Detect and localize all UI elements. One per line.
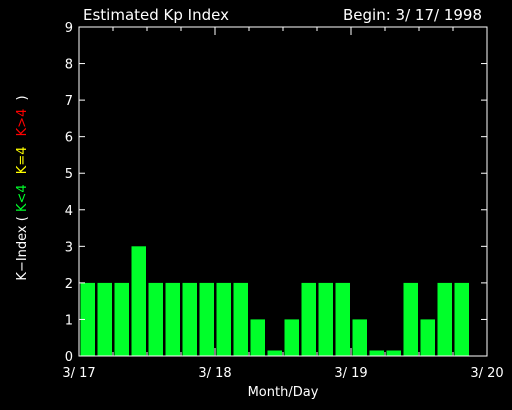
y-tick-labels: 0 1 2 3 4 5 6 7 8 9 bbox=[65, 21, 73, 365]
y-axis-label-yellow: K=4 bbox=[15, 146, 30, 174]
kp-bar bbox=[267, 350, 282, 356]
kp-bar bbox=[284, 319, 299, 356]
x-tick-labels: 3/ 17 3/ 18 3/ 19 3/ 20 bbox=[62, 366, 503, 381]
kp-bar bbox=[386, 350, 401, 356]
chart-subtitle: Begin: 3/ 17/ 1998 bbox=[343, 6, 482, 24]
kp-bar bbox=[454, 282, 469, 356]
x-tick-label: 3/ 17 bbox=[62, 366, 95, 381]
axes-group bbox=[78, 26, 488, 357]
y-axis-label-prefix: K−Index ( bbox=[15, 216, 30, 280]
kp-bar bbox=[165, 282, 180, 356]
kp-bar bbox=[301, 282, 316, 356]
kp-bar bbox=[97, 282, 112, 356]
y-axis-label: K−Index ( K<4 K=4 K>4 ) bbox=[15, 95, 30, 280]
y-tick-label: 3 bbox=[65, 240, 73, 255]
y-tick-label: 0 bbox=[65, 350, 73, 365]
x-axis-label: Month/Day bbox=[248, 385, 319, 400]
bars-group bbox=[80, 246, 469, 356]
y-tick-label: 5 bbox=[65, 167, 73, 182]
y-tick-label: 1 bbox=[65, 313, 73, 328]
kp-bar bbox=[199, 282, 214, 356]
y-axis-label-suffix: ) bbox=[15, 95, 30, 100]
y-tick-label: 7 bbox=[65, 94, 73, 109]
y-tick-label: 9 bbox=[65, 21, 73, 36]
y-tick-label: 8 bbox=[65, 58, 73, 73]
kp-bar bbox=[420, 319, 435, 356]
kp-bar bbox=[216, 282, 231, 356]
chart-title: Estimated Kp Index bbox=[83, 6, 229, 24]
kp-bar bbox=[80, 282, 95, 356]
kp-bar bbox=[148, 282, 163, 356]
kp-bar bbox=[233, 282, 248, 356]
kp-bar bbox=[250, 319, 265, 356]
kp-bar bbox=[437, 282, 452, 356]
y-axis-label-red: K>4 bbox=[15, 109, 30, 137]
kp-bar bbox=[352, 319, 367, 356]
x-tick-label: 3/ 19 bbox=[334, 366, 367, 381]
x-tick-label: 3/ 18 bbox=[198, 366, 231, 381]
kp-bar bbox=[318, 282, 333, 356]
x-tick-label: 3/ 20 bbox=[470, 366, 503, 381]
y-axis-label-green: K<4 bbox=[15, 184, 30, 212]
kp-bar bbox=[182, 282, 197, 356]
kp-bar bbox=[335, 282, 350, 356]
kp-bar bbox=[131, 246, 146, 356]
y-tick-label: 2 bbox=[65, 277, 73, 292]
kp-bar bbox=[369, 350, 384, 356]
kp-bar bbox=[114, 282, 129, 356]
y-tick-label: 4 bbox=[65, 204, 73, 219]
kp-bar bbox=[403, 282, 418, 356]
y-tick-label: 6 bbox=[65, 131, 73, 146]
